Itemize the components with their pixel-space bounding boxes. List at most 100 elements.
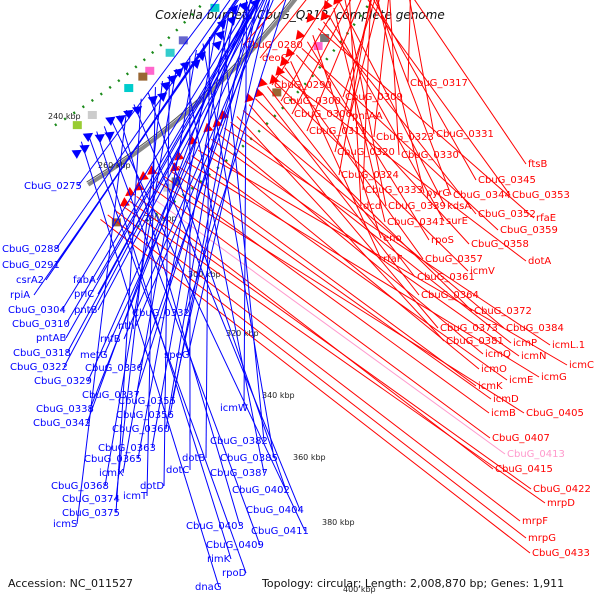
forward-gene-label: eno [383, 233, 402, 244]
reverse-leader-line [243, 0, 248, 409]
reverse-gene-label: CbuG_0275 [24, 181, 82, 192]
forward-gene-label: surE [446, 216, 468, 227]
reverse-leader-line [115, 81, 163, 500]
reverse-gene-label: CbuG_0338 [36, 404, 94, 415]
reverse-gene-label: speG [164, 350, 189, 361]
reverse-leader-line [88, 136, 247, 574]
reverse-gene-label: CbuG_0356 [116, 410, 174, 421]
reverse-gene-arrow [147, 95, 158, 106]
forward-leader-line [344, 0, 387, 207]
reverse-leader-line [122, 49, 197, 474]
reverse-gene-label: CbuG_0318 [13, 348, 71, 359]
forward-gene-label: CbuG_0384 [506, 323, 564, 334]
feature-box [313, 42, 323, 51]
reverse-gene-label: CbuG_0403 [186, 521, 244, 532]
forward-gene-label: CbuG_0339 [388, 201, 446, 212]
forward-gene-label: mrpF [522, 516, 548, 527]
forward-leader-line [191, 155, 508, 381]
forward-leader-line [121, 205, 546, 504]
forward-gene-label: CbuG_0333 [365, 185, 423, 196]
reverse-gene-label: CbuG_0322 [10, 362, 68, 373]
forward-gene-label: CbuG_0341 [387, 217, 445, 228]
backbone-arc [87, 0, 298, 187]
reverse-gene-label: fabA [73, 275, 96, 286]
forward-gene-arrow [138, 170, 149, 181]
forward-leader-line [259, 0, 307, 59]
forward-gene-label: ftsB [528, 159, 547, 170]
forward-leader-line [136, 195, 494, 470]
forward-leader-line [334, 0, 372, 153]
forward-gene-label: CbuG_0352 [478, 209, 536, 220]
forward-leader-line [271, 0, 329, 86]
reverse-leader-line [65, 0, 257, 325]
forward-gene-label: CbuG_0357 [425, 254, 483, 265]
forward-gene-label: CbuG_0323 [376, 132, 434, 143]
forward-leader-line [217, 133, 484, 355]
forward-gene-label: rfaE [536, 213, 556, 224]
forward-leader-line [107, 214, 527, 539]
forward-leader-line [143, 191, 506, 455]
reverse-gene-arrow [179, 61, 190, 72]
forward-gene-label: CbuG_0345 [478, 175, 536, 186]
forward-leader-line [306, 0, 362, 132]
reverse-leader-line [165, 9, 236, 430]
reverse-gene-label: metG [80, 350, 108, 361]
reverse-leader-line [169, 0, 251, 416]
kbp-tick-label: 360 kbp [293, 453, 326, 462]
reverse-gene-label: CbuG_0409 [206, 540, 264, 551]
forward-gene-label: rpoS [431, 235, 454, 246]
reverse-gene-label: rpiA [10, 290, 30, 301]
forward-gene-label: icmN [521, 351, 547, 362]
reverse-gene-label: CbuG_0387 [210, 468, 268, 479]
forward-gene-label: icmE [509, 375, 533, 386]
reverse-gene-label: prlC [74, 289, 94, 300]
reverse-gene-label: csrA2 [16, 275, 44, 286]
reverse-leader-line [146, 87, 156, 497]
forward-leader-line [291, 0, 352, 115]
forward-gene-arrow [279, 56, 290, 67]
reverse-gene-label: icmX [99, 468, 124, 479]
forward-leader-line [242, 110, 505, 329]
forward-gene-label: icmP [513, 338, 537, 349]
feature-box [72, 121, 82, 130]
reverse-leader-line [185, 0, 287, 314]
feature-box [178, 36, 188, 45]
forward-gene-arrow [174, 150, 185, 161]
forward-leader-line [301, 47, 499, 231]
forward-leader-line [267, 86, 416, 278]
reverse-leader-line [76, 109, 128, 525]
reverse-leader-line [111, 120, 306, 532]
reverse-gene-arrow [82, 132, 94, 143]
reverse-gene-label: CbuG_0291 [2, 260, 60, 271]
forward-gene-label: pntAA [352, 111, 383, 122]
reverse-gene-label: dotC [166, 465, 189, 476]
forward-gene-label: CbuG_0353 [512, 190, 570, 201]
forward-leader-line [198, 149, 568, 366]
forward-leader-line [129, 200, 532, 490]
reverse-leader-line [55, 0, 231, 250]
forward-gene-label: CbuG_0300 [283, 96, 341, 107]
forward-leader-line [114, 209, 521, 522]
reverse-gene-label: CbuG_0342 [33, 418, 91, 429]
forward-leader-line [295, 54, 470, 245]
reverse-gene-label: rnfB [100, 334, 121, 345]
kbp-tick-label: 320 kbp [226, 329, 259, 338]
forward-gene-arrow [275, 65, 286, 76]
reverse-leader-line [96, 0, 257, 281]
forward-leader-line [375, 0, 452, 196]
accession-text: Accession: NC_011527 [8, 577, 134, 590]
forward-gene-label: CbuG_0413 [507, 449, 565, 460]
reverse-leader-line [171, 0, 259, 402]
reverse-gene-label: pntAB [36, 333, 66, 344]
forward-gene-arrow [320, 10, 331, 21]
reverse-leader-line [205, 36, 210, 459]
reverse-leader-line [103, 126, 261, 546]
reverse-gene-arrow [71, 149, 82, 159]
reverse-leader-line [97, 0, 264, 311]
reverse-gene-label: CbuG_0329 [34, 376, 92, 387]
forward-leader-line [177, 165, 477, 387]
reverse-gene-label: CbuG_0304 [8, 305, 66, 316]
forward-leader-line [230, 121, 512, 344]
reverse-leader-line [115, 98, 142, 514]
